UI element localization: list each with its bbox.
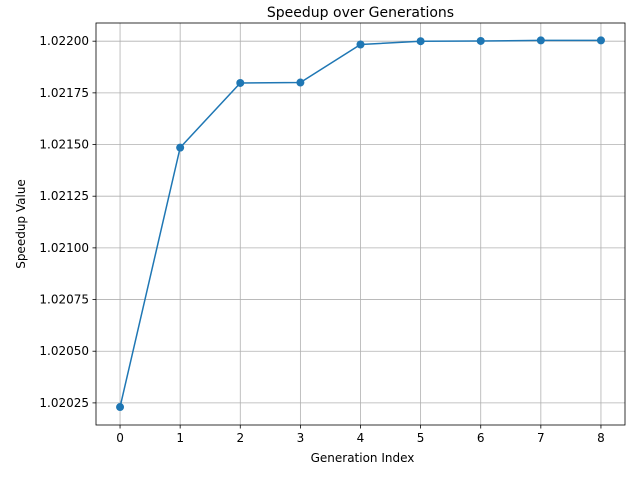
- x-tick-label: 4: [357, 431, 365, 445]
- x-tick-label: 0: [116, 431, 124, 445]
- series-layer: [116, 36, 605, 412]
- data-point: [296, 78, 305, 87]
- x-tick-label: 5: [417, 431, 425, 445]
- data-point: [356, 40, 365, 49]
- y-tick-label: 1.02025: [39, 396, 89, 410]
- data-point: [416, 37, 425, 46]
- grid: [96, 23, 625, 425]
- x-tick-label: 6: [477, 431, 485, 445]
- data-point: [536, 36, 545, 45]
- x-axis-label: Generation Index: [311, 451, 415, 465]
- y-tick-label: 1.02175: [39, 86, 89, 100]
- y-tick-label: 1.02125: [39, 189, 89, 203]
- data-point: [596, 36, 605, 45]
- y-tick-label: 1.02075: [39, 293, 89, 307]
- data-point: [176, 143, 185, 152]
- data-point: [476, 36, 485, 45]
- y-tick-label: 1.02100: [39, 241, 89, 255]
- x-tick-label: 1: [176, 431, 184, 445]
- data-point: [116, 403, 125, 412]
- x-tick-label: 8: [597, 431, 605, 445]
- x-tick-label: 2: [236, 431, 244, 445]
- x-axis-ticks: 0 1 2 3 4 5 6 7 8: [116, 425, 605, 445]
- data-point: [236, 78, 245, 87]
- y-tick-label: 1.02150: [39, 138, 89, 152]
- y-tick-label: 1.02200: [39, 34, 89, 48]
- y-axis-label: Speedup Value: [14, 179, 28, 269]
- y-tick-label: 1.02050: [39, 344, 89, 358]
- x-tick-label: 7: [537, 431, 545, 445]
- y-axis-ticks: 1.02025 1.02050 1.02075 1.02100 1.02125 1.021…: [39, 34, 96, 410]
- x-tick-label: 3: [297, 431, 305, 445]
- chart-title: Speedup over Generations: [267, 5, 454, 21]
